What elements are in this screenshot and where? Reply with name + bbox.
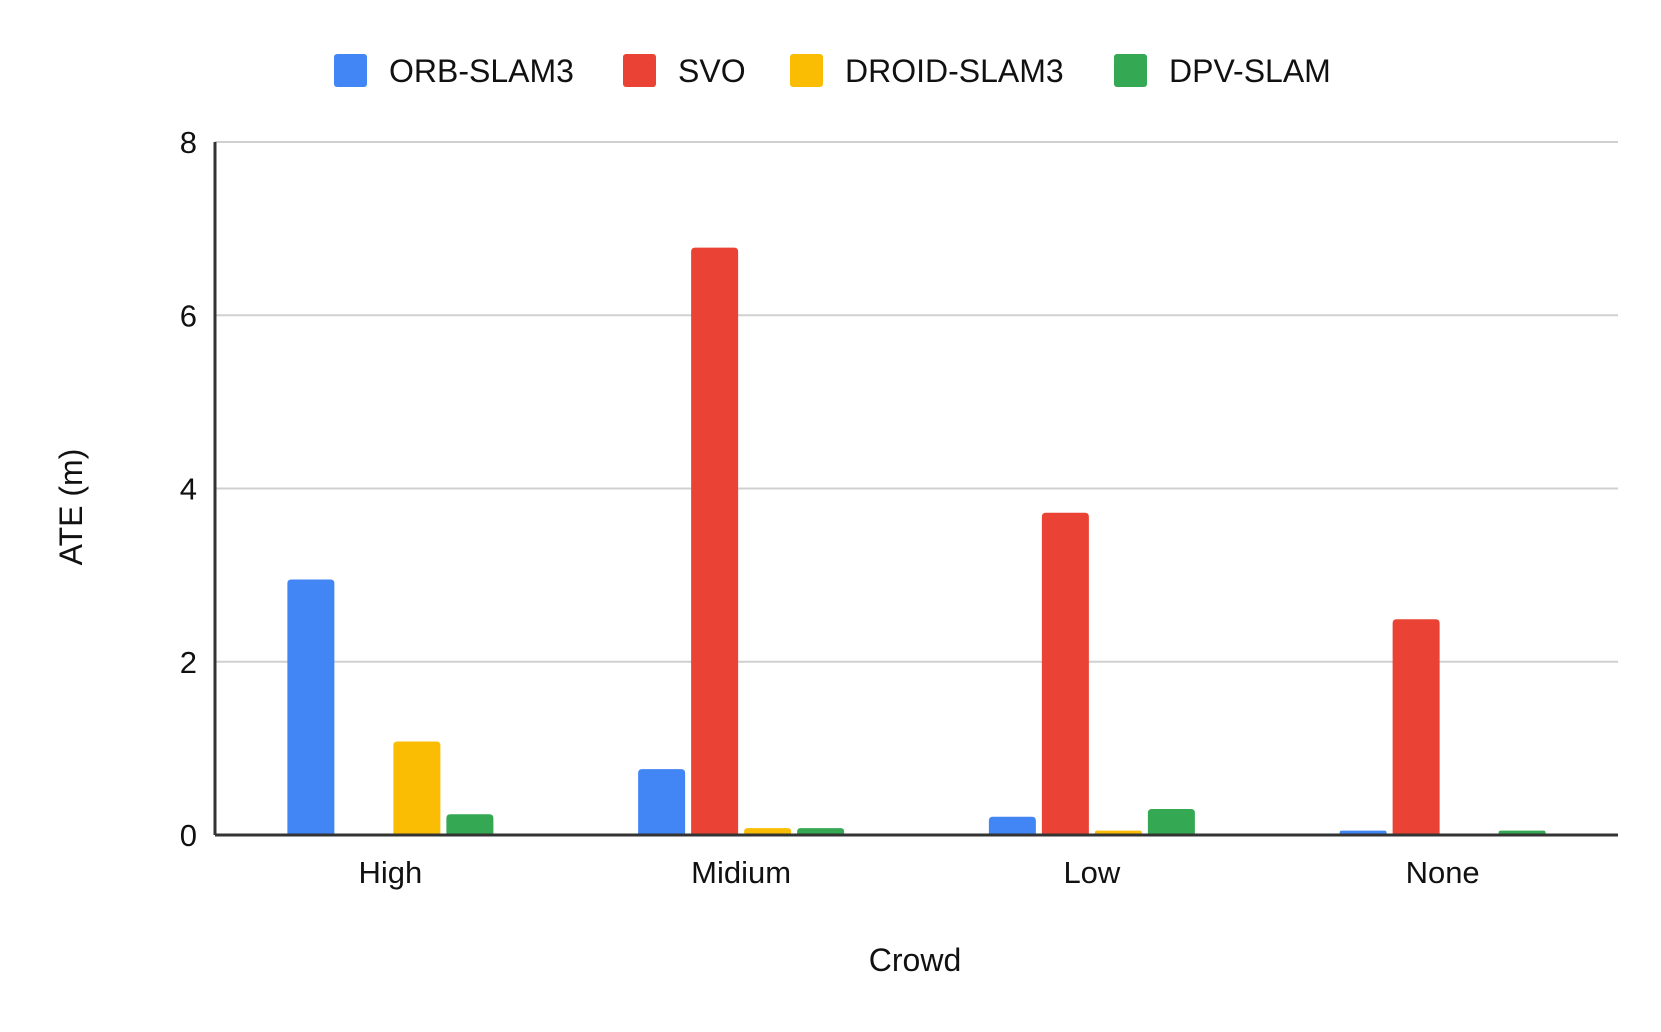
bars (287, 247, 1546, 835)
bar-dpv-slam-midium (797, 828, 845, 835)
legend-swatch (623, 54, 656, 87)
bar-orb-slam3-high (287, 579, 335, 835)
legend-label: ORB-SLAM3 (389, 53, 574, 89)
y-tick-label: 2 (180, 645, 197, 680)
bar-droid-slam3-midium (744, 828, 792, 835)
bar-dpv-slam-high (446, 814, 494, 835)
x-tick-labels: High Midium Low None (358, 855, 1479, 890)
legend-swatch (334, 54, 367, 87)
bar-dpv-slam-low (1147, 809, 1195, 835)
x-tick-label: High (358, 855, 422, 890)
bar-svo-none (1392, 619, 1440, 835)
x-tick-label: Low (1063, 855, 1120, 890)
bar-svo-low (1041, 512, 1089, 835)
gridlines (215, 141, 1618, 663)
bar-svo-midium (691, 247, 739, 835)
axes (213, 142, 1618, 837)
x-axis-title: Crowd (869, 942, 961, 978)
bar-orb-slam3-low (988, 816, 1036, 835)
legend: ORB-SLAM3 SVO DROID-SLAM3 DPV-SLAM (334, 53, 1331, 89)
legend-swatch (1114, 54, 1147, 87)
y-tick-label: 0 (180, 818, 197, 853)
y-tick-label: 6 (180, 298, 197, 333)
bar-droid-slam3-high (393, 741, 441, 835)
legend-swatch (790, 54, 823, 87)
legend-label: DPV-SLAM (1169, 53, 1331, 89)
bar-orb-slam3-midium (638, 769, 686, 835)
y-tick-label: 4 (180, 472, 197, 507)
y-axis-title: ATE (m) (53, 449, 89, 566)
y-tick-label: 8 (180, 125, 197, 160)
legend-label: SVO (678, 53, 746, 89)
legend-label: DROID-SLAM3 (845, 53, 1064, 89)
y-tick-labels: 0 2 4 6 8 (180, 125, 197, 853)
x-tick-label: None (1406, 855, 1480, 890)
x-tick-label: Midium (691, 855, 791, 890)
